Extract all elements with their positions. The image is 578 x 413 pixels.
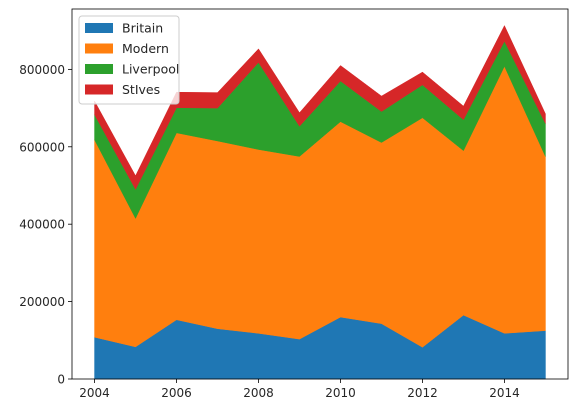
area-stives	[94, 25, 546, 190]
y-axis: 0 200000 400000 600000 800000	[19, 63, 72, 387]
x-axis: 2004 2006 2008 2010 2012 2014	[79, 379, 520, 400]
axes-frame	[71, 8, 569, 380]
x-tick-label: 2014	[489, 386, 520, 400]
y-tick-label: 400000	[19, 218, 65, 232]
x-tick-label: 2006	[161, 386, 192, 400]
area-series-group	[94, 25, 546, 380]
x-tick-label: 2008	[243, 386, 274, 400]
legend-swatch-stives	[85, 84, 113, 95]
x-tick-label: 2012	[407, 386, 438, 400]
legend-swatch-liverpool	[85, 64, 113, 74]
legend-label-stives: StIves	[122, 82, 160, 97]
y-tick-label: 800000	[19, 63, 65, 77]
legend-label-britain: Britain	[122, 21, 163, 36]
legend-swatch-britain	[85, 23, 113, 33]
legend-label-liverpool: Liverpool	[122, 62, 179, 77]
y-tick-label: 0	[57, 373, 65, 387]
legend: Britain Modern Liverpool StIves	[78, 15, 180, 105]
legend-label-modern: Modern	[122, 41, 169, 56]
y-tick-label: 600000	[19, 140, 65, 154]
y-tick-label: 200000	[19, 295, 65, 309]
x-tick-label: 2004	[79, 386, 110, 400]
legend-swatch-modern	[85, 43, 113, 54]
legend-box	[78, 15, 180, 105]
x-tick-label: 2010	[325, 386, 356, 400]
